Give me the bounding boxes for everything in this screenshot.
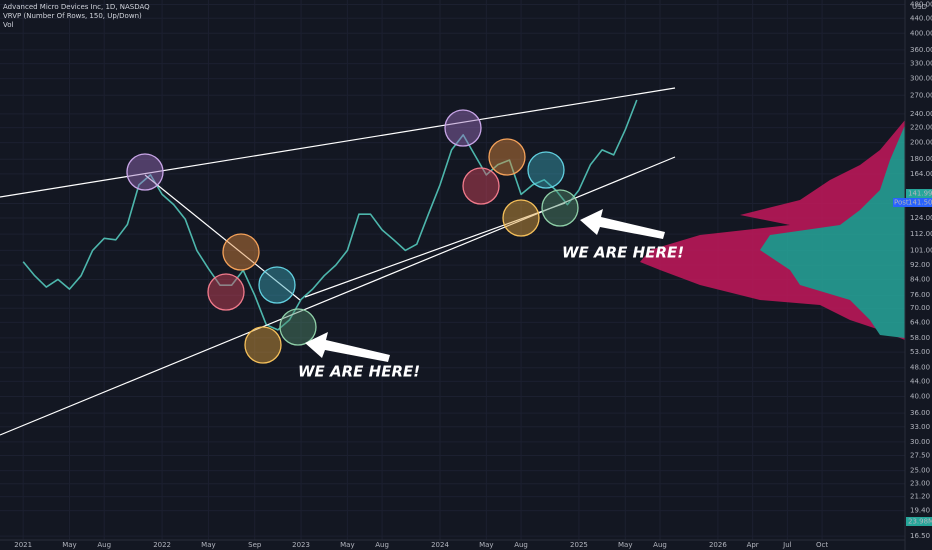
circle	[126, 153, 164, 191]
y-tick-label: 27.50	[910, 452, 930, 460]
y-tick-label: 36.00	[910, 409, 930, 417]
x-tick-label: May	[340, 541, 354, 549]
y-tick-label: 200.00	[910, 139, 932, 147]
y-tick-label: 240.00	[910, 110, 932, 118]
circle	[258, 266, 296, 304]
trendlines	[0, 87, 676, 436]
x-tick-label: Aug	[97, 541, 111, 549]
y-tick-label: 92.00	[910, 261, 930, 269]
y-unit: USD	[912, 3, 927, 11]
y-tick-label: 440.00	[910, 14, 932, 22]
circle	[444, 109, 482, 147]
x-tick-label: 2022	[153, 541, 171, 549]
circle	[279, 308, 317, 346]
price-tag	[906, 189, 932, 198]
y-tick-label: 16.50	[910, 532, 930, 540]
y-tick-label: 164.00	[910, 170, 932, 178]
circle	[462, 167, 500, 205]
x-tick-label: 2025	[570, 541, 588, 549]
price-tag-label: 141.99	[908, 190, 932, 198]
x-tick-label: Aug	[514, 541, 528, 549]
x-tick-label: 2026	[709, 541, 727, 549]
axes: 480.00 440.00 400.00 360.00 330.00 300.00 270.…	[14, 1, 932, 549]
circle	[244, 326, 282, 364]
circle	[488, 138, 526, 176]
y-tick-label: 270.00	[910, 91, 932, 99]
upper-trendline	[0, 87, 676, 198]
price-axis	[905, 0, 932, 550]
y-tick-label: 300.00	[910, 75, 932, 83]
y-tick-label: 33.00	[910, 423, 930, 431]
y-tick-label: 53.00	[910, 348, 930, 356]
price-tag	[906, 517, 932, 526]
arrow	[305, 332, 390, 362]
mid-trendline	[304, 202, 566, 298]
subtitle: VRVP (Number Of Rows, 150, Up/Down)	[3, 12, 142, 20]
y-tick-label: 112.00	[910, 230, 932, 238]
y-tick-label: 124.00	[910, 214, 932, 222]
y-tick-label: 84.00	[910, 275, 930, 283]
title: Advanced Micro Devices Inc, 1D, NASDAQ	[3, 3, 150, 11]
y-tick-label: 64.00	[910, 318, 930, 326]
annotation: WE ARE HERE!	[298, 363, 420, 381]
y-tick-label: 25.00	[910, 467, 930, 475]
x-tick-label: May	[479, 541, 493, 549]
x-tick-label: Apr	[747, 541, 759, 549]
y-tick-label: 21.20	[910, 493, 930, 501]
price-tag	[893, 198, 932, 207]
y-tick-label: 480.00	[910, 1, 932, 9]
x-tick-label: Sep	[248, 541, 262, 549]
y-tick-label: 220.00	[910, 124, 932, 132]
y-tick-label: 70.00	[910, 304, 930, 312]
x-tick-label: Oct	[816, 541, 828, 549]
volume-profile	[640, 120, 905, 340]
price-tag-label: 23.98M	[908, 518, 932, 526]
x-tick-label: May	[618, 541, 632, 549]
y-tick-label: 180.00	[910, 155, 932, 163]
circle	[222, 233, 260, 271]
x-tick-label: 2021	[14, 541, 32, 549]
y-tick-label: 48.00	[910, 364, 930, 372]
y-tick-label: 23.00	[910, 480, 930, 488]
x-tick-label: 2024	[431, 541, 449, 549]
arrow	[580, 209, 665, 239]
annotation: WE ARE HERE!	[562, 244, 684, 262]
down-trendline	[144, 174, 301, 301]
y-tick-label: 400.00	[910, 29, 932, 37]
indicator: Vol	[3, 21, 14, 29]
x-tick-label: May	[62, 541, 76, 549]
circle	[541, 189, 579, 227]
price-tag-label: 141.50	[908, 199, 932, 207]
y-tick-label: 101.00	[910, 246, 932, 254]
x-tick-label: Aug	[653, 541, 667, 549]
y-tick-label: 58.00	[910, 334, 930, 342]
x-tick-label: Aug	[375, 541, 389, 549]
y-tick-label: 19.40	[910, 507, 930, 515]
x-tick-label: Jul	[782, 541, 792, 549]
y-tick-label: 76.00	[910, 291, 930, 299]
x-tick-label: 2023	[292, 541, 310, 549]
circle	[502, 199, 540, 237]
y-tick-label: 330.00	[910, 60, 932, 68]
circle	[207, 273, 245, 311]
circles	[126, 109, 579, 364]
y-tick-label: 44.00	[910, 377, 930, 385]
x-tick-label: May	[201, 541, 215, 549]
price-tag-name: Post	[894, 199, 909, 207]
circle	[527, 151, 565, 189]
y-tick-label: 360.00	[910, 46, 932, 54]
y-tick-label: 40.00	[910, 392, 930, 400]
y-tick-label: 30.00	[910, 438, 930, 446]
